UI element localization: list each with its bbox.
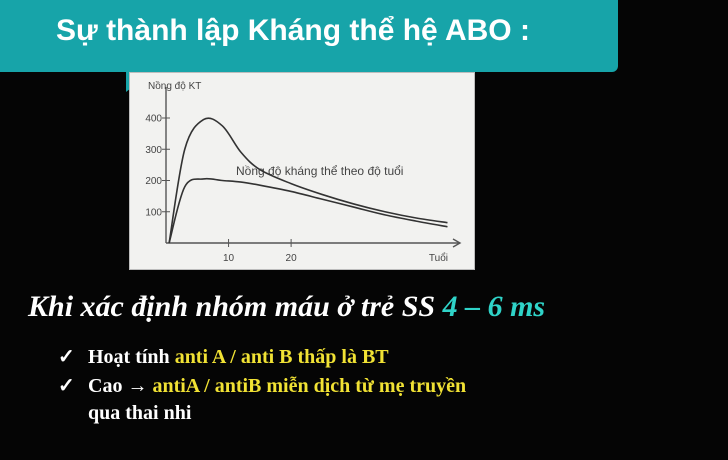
series-line-2 (168, 177, 448, 244)
x-axis-arrow (452, 238, 462, 248)
bullet-2-highlight: antiA / antiB (152, 375, 262, 397)
slide-title: Sự thành lập Kháng thể hệ ABO : (56, 14, 530, 47)
slide-subtitle: Khi xác định nhóm máu ở trẻ SS 4 – 6 ms (28, 290, 545, 324)
bullet-2-after: miễn dịch từ mẹ truyền (261, 375, 467, 397)
y-tick-label: 400 (145, 114, 162, 125)
title-bar: Sự thành lập Kháng thể hệ ABO : (0, 0, 618, 72)
bullet-1-plain: Hoạt tính (88, 346, 175, 368)
bullet-2-plain: Cao → (88, 375, 153, 397)
bullet-2-continuation: qua thai nhi (88, 402, 192, 424)
antibody-chart: 100 200 300 400 10 20 Nồng độ KT Tuổi Nồng độ kh… (145, 80, 462, 264)
series-line-1 (168, 117, 448, 244)
subtitle-main: Khi xác định nhóm máu ở trẻ SS (28, 290, 443, 323)
y-axis-label: Nồng độ KT (148, 80, 201, 92)
check-icon: ✓ (58, 375, 75, 397)
bullet-1: ✓ Hoạt tính anti A / anti B thấp là BT (58, 344, 389, 369)
y-tick-label: 100 (145, 207, 162, 218)
subtitle-highlight: 4 – 6 ms (442, 290, 546, 323)
bullet-2: ✓ Cao → antiA / antiB miễn dịch từ mẹ tru… (58, 373, 466, 398)
bullet-1-highlight: anti A / anti B thấp là BT (174, 346, 389, 368)
y-tick-label: 300 (145, 145, 162, 156)
check-icon: ✓ (58, 346, 75, 368)
y-tick-label: 200 (145, 176, 162, 187)
chart-annotation: Nồng độ kháng thể theo độ tuổi (236, 164, 403, 178)
x-tick-label: 20 (286, 253, 298, 264)
x-axis-label: Tuổi (429, 252, 448, 264)
x-tick-label: 10 (223, 253, 235, 264)
chart-frame: 100 200 300 400 10 20 Nồng độ KT Tuổi Nồng độ kh… (129, 72, 475, 270)
